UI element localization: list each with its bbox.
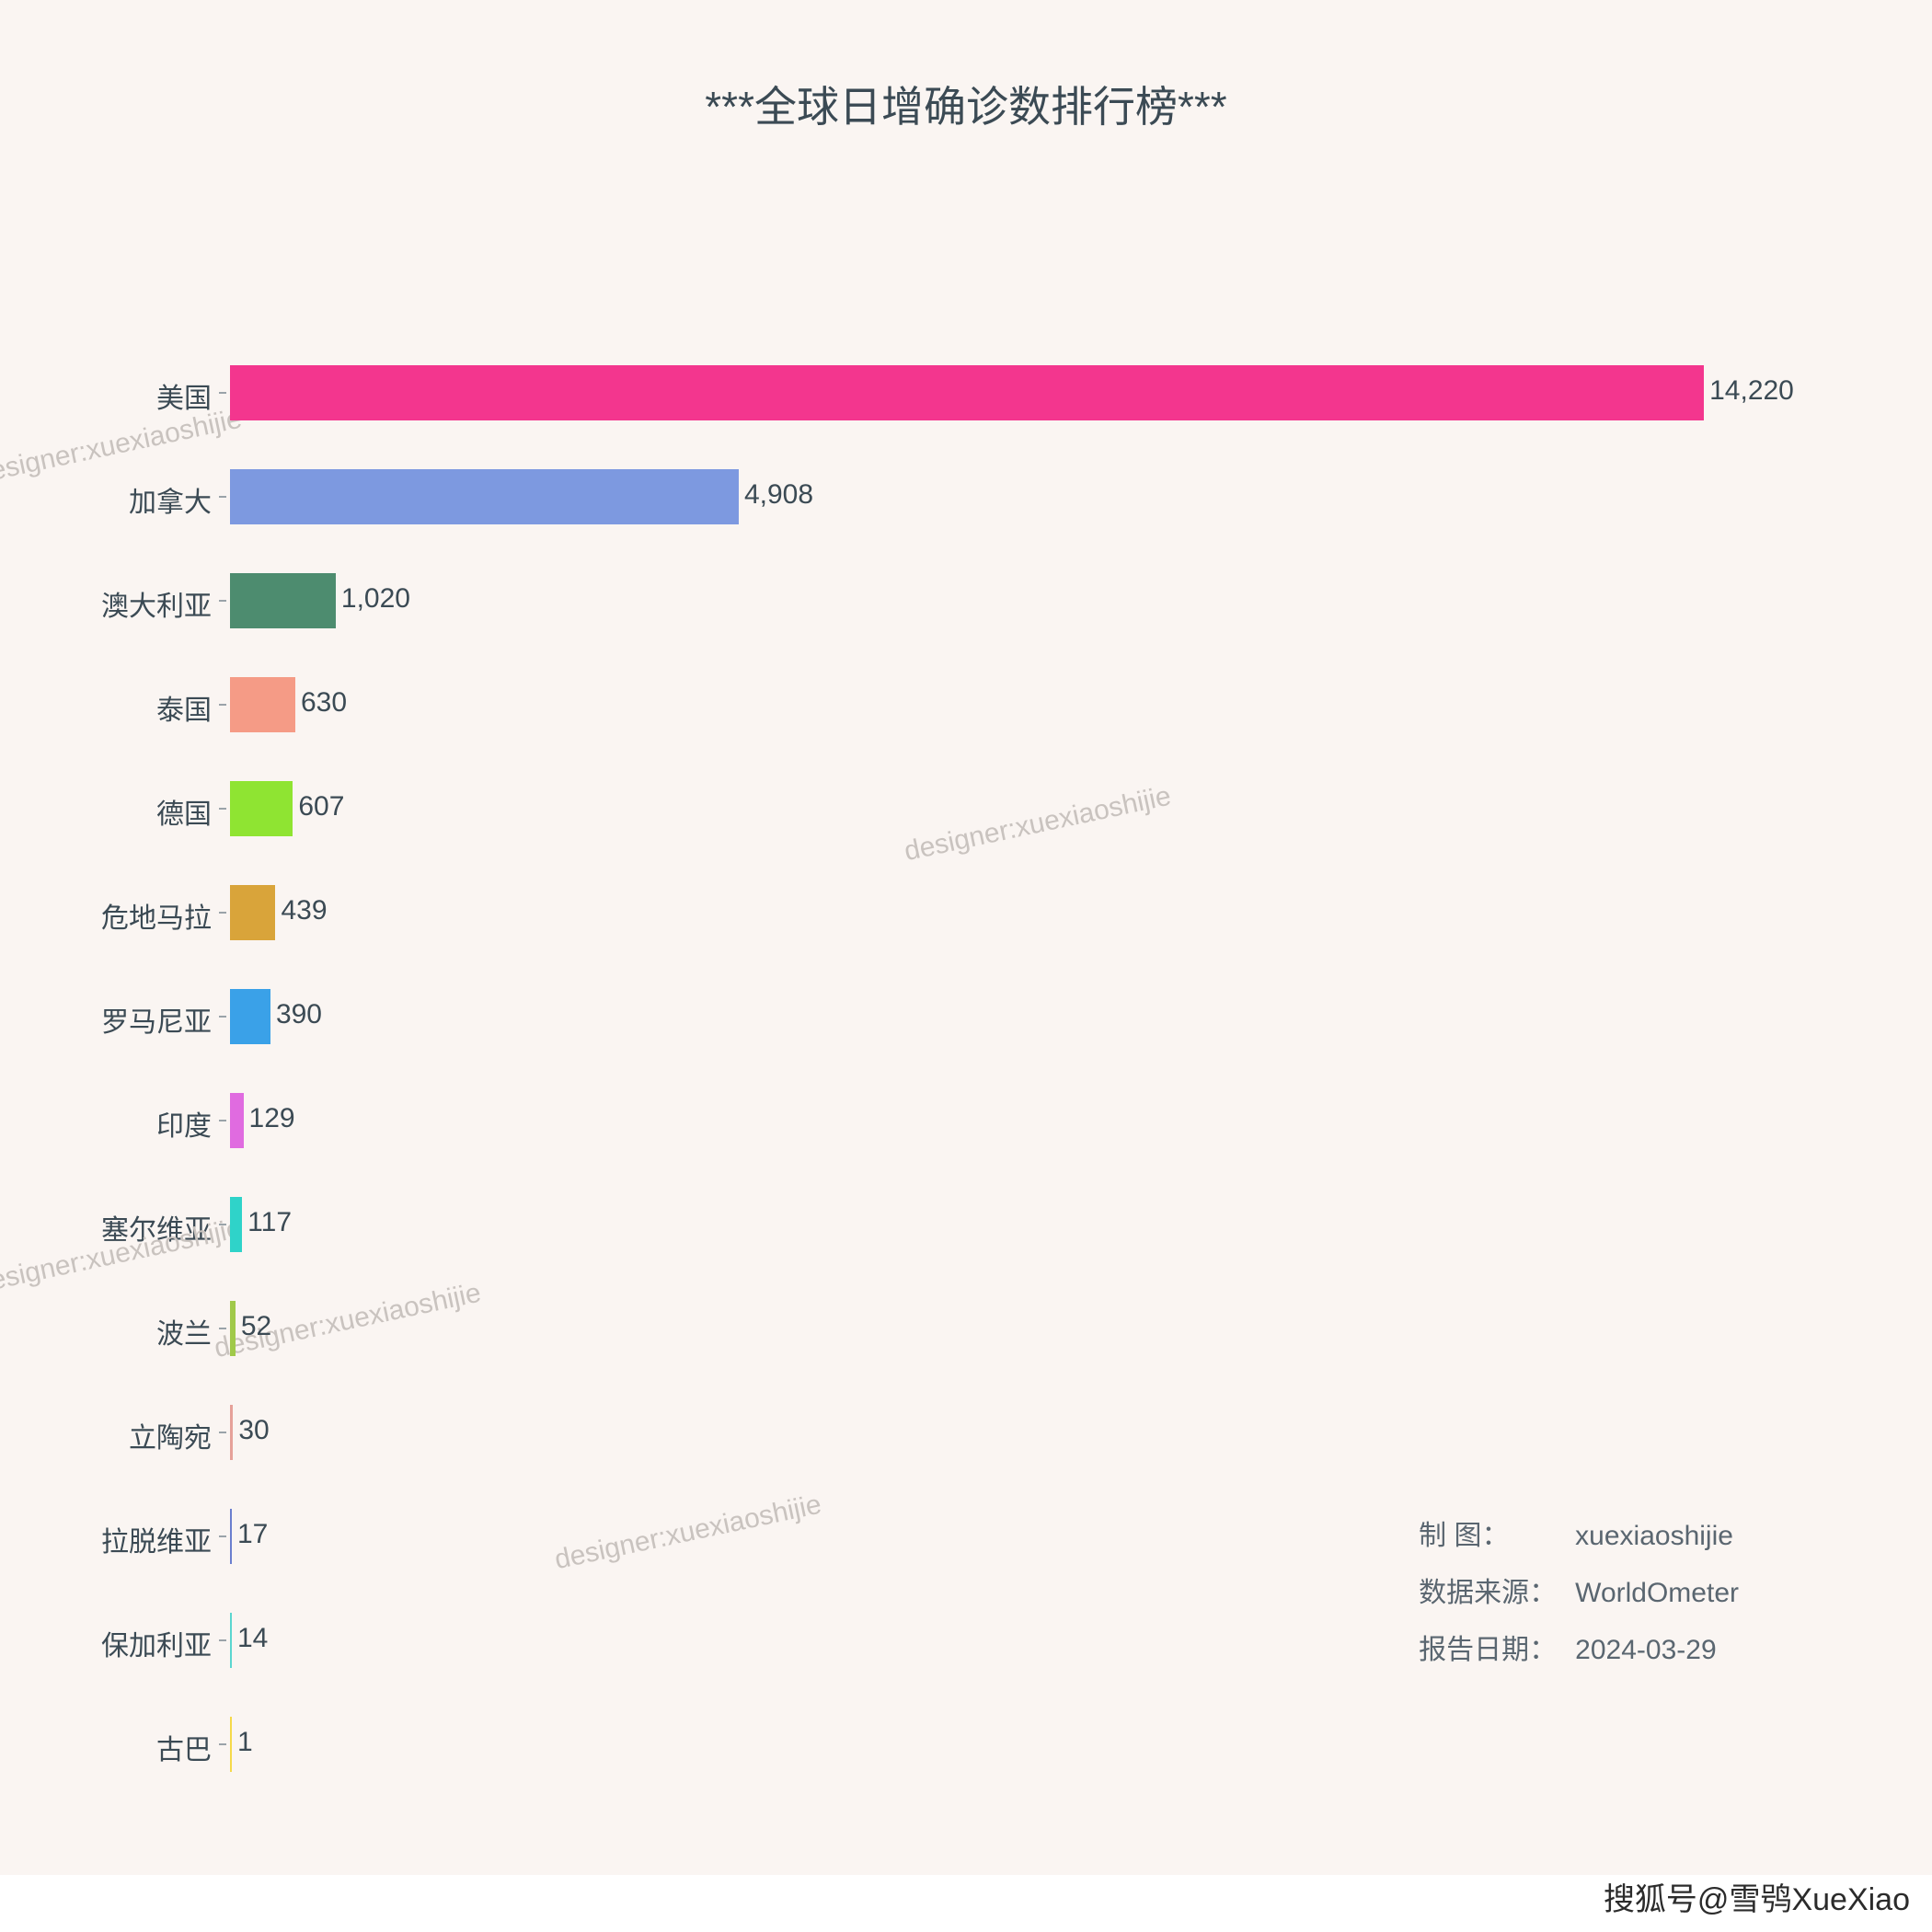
y-axis-label: 波兰 [156, 1311, 212, 1351]
metadata-key: 报告日期： [1419, 1627, 1575, 1667]
metadata-line: 制 图：xuexiaoshijie [1419, 1512, 1739, 1553]
bar [230, 1301, 236, 1356]
metadata-line: 数据来源：WorldOmeter [1419, 1570, 1739, 1610]
y-axis-label: 保加利亚 [101, 1623, 212, 1663]
y-axis-label: 加拿大 [129, 479, 212, 520]
bar [230, 1197, 242, 1252]
bar-value-label: 30 [238, 1415, 269, 1446]
axis-tick [219, 1016, 226, 1018]
bar-value-label: 117 [247, 1207, 292, 1238]
y-axis-label: 印度 [156, 1103, 212, 1144]
bar [230, 365, 1704, 420]
metadata-box: 制 图：xuexiaoshijie数据来源：WorldOmeter报告日期：20… [1419, 1512, 1739, 1684]
bar-value-label: 1 [237, 1727, 253, 1758]
y-axis-label: 古巴 [156, 1727, 212, 1767]
metadata-key: 数据来源： [1419, 1570, 1575, 1610]
bar [230, 885, 275, 940]
axis-tick [219, 496, 226, 498]
axis-tick [219, 1120, 226, 1121]
axis-tick [219, 1639, 226, 1641]
y-axis-label: 德国 [156, 791, 212, 832]
watermark: designer:xuexiaoshijie [0, 404, 245, 491]
metadata-key: 制 图： [1419, 1512, 1575, 1553]
y-axis-label: 泰国 [156, 687, 212, 728]
bar [230, 469, 739, 524]
axis-tick [219, 392, 226, 394]
axis-tick [219, 704, 226, 706]
bar [230, 1717, 232, 1772]
metadata-line: 报告日期：2024-03-29 [1419, 1627, 1739, 1667]
bar-value-label: 14 [237, 1623, 268, 1654]
bar-value-label: 607 [298, 791, 344, 822]
chart-title: ***全球日增确诊数排行榜*** [0, 74, 1932, 134]
axis-tick [219, 912, 226, 914]
bar-value-label: 52 [241, 1311, 271, 1342]
bar-value-label: 439 [281, 895, 327, 926]
bar-value-label: 390 [276, 999, 322, 1030]
bar-value-label: 4,908 [744, 479, 813, 511]
bar-value-label: 17 [237, 1519, 268, 1550]
y-axis-label: 立陶宛 [129, 1415, 212, 1455]
chart-canvas: ***全球日增确诊数排行榜*** 美国 14,220 加拿大 4,908 澳大利亚 1,0… [0, 0, 1932, 1932]
y-axis-label: 危地马拉 [101, 895, 212, 936]
bar-value-label: 129 [249, 1103, 295, 1134]
bar [230, 781, 293, 836]
axis-tick [219, 808, 226, 810]
y-axis-label: 澳大利亚 [101, 583, 212, 624]
bar-value-label: 630 [301, 687, 347, 719]
bar-value-label: 1,020 [341, 583, 410, 615]
bar [230, 677, 295, 732]
footer-attribution: 搜狐号@雪鸮XueXiao [1604, 1874, 1910, 1919]
bar [230, 989, 270, 1044]
bar [230, 1093, 244, 1148]
axis-tick [219, 1743, 226, 1745]
axis-tick [219, 1535, 226, 1537]
axis-tick [219, 1328, 226, 1329]
metadata-value: xuexiaoshijie [1575, 1521, 1733, 1551]
y-axis-label: 美国 [156, 375, 212, 416]
bar [230, 1509, 232, 1564]
axis-tick [219, 600, 226, 602]
bar [230, 573, 336, 628]
axis-tick [219, 1432, 226, 1433]
y-axis-label: 罗马尼亚 [101, 999, 212, 1040]
metadata-value: 2024-03-29 [1575, 1635, 1716, 1665]
bar [230, 1613, 232, 1668]
bar [230, 1405, 233, 1460]
metadata-value: WorldOmeter [1575, 1578, 1739, 1608]
y-axis-label: 拉脱维亚 [101, 1519, 212, 1559]
bar-value-label: 14,220 [1709, 375, 1794, 407]
